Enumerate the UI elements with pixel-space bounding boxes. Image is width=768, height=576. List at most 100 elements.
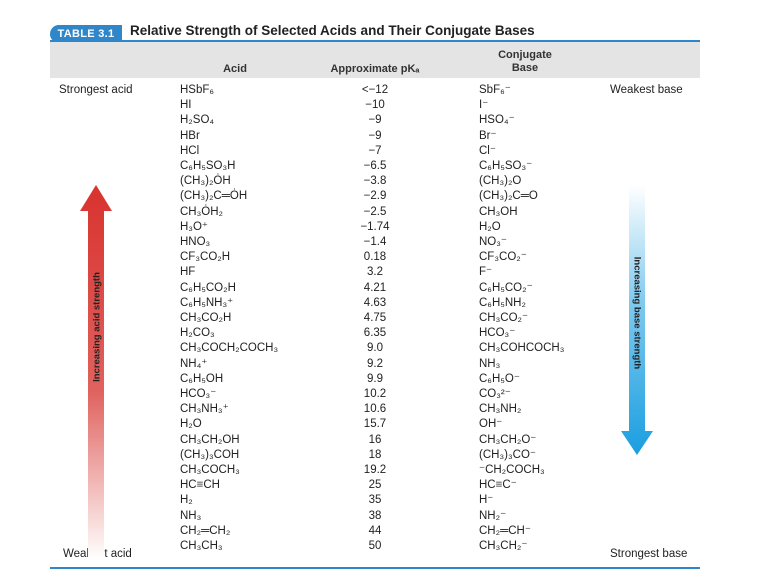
row-6-acid: (CH₃)₂ȮH	[180, 175, 231, 188]
row-11-acid: CF₃CO₂H	[180, 251, 231, 264]
row-23-base: CH₃CH₂O⁻	[479, 433, 537, 446]
row-10-pka: −1.4	[363, 236, 387, 248]
table-header: Acid Approximate pKₐ Conjugate Base	[50, 42, 700, 78]
row-20-base: CO₃²⁻	[479, 388, 511, 400]
row-1-acid: HI	[180, 99, 192, 112]
row-21-acid: CH₃NH₃⁺	[180, 403, 229, 416]
row-2-base: HSO₄⁻	[479, 114, 515, 127]
row-22-base: OH⁻	[479, 418, 503, 431]
top-rule	[50, 40, 700, 42]
row-19-pka: 9.9	[367, 372, 383, 385]
row-23-acid: CH₃CH₂OH	[180, 433, 240, 446]
row-16-pka: 6.35	[363, 327, 387, 340]
row-11-base: CF₃CO₂⁻	[479, 251, 527, 264]
row-6-base: (CH₃)₂O	[479, 175, 522, 188]
row-26-base: HC≡C⁻	[479, 479, 517, 492]
row-26-pka: 25	[368, 479, 382, 492]
row-13-pka: 4.21	[363, 281, 387, 294]
row-5-base: C₆H₅SO₃⁻	[479, 160, 533, 172]
row-29-base: CH₂═CH⁻	[479, 524, 531, 537]
row-18-pka: 9.2	[367, 357, 383, 370]
row-15-acid: CH₃CO₂H	[180, 312, 232, 324]
row-23-pka: 16	[368, 433, 382, 446]
row-12-acid: HF	[180, 266, 196, 279]
row-12-pka: 3.2	[367, 266, 383, 279]
row-12-base: F⁻	[479, 266, 493, 279]
row-9-acid: H₃O⁺	[180, 220, 209, 233]
row-9-base: H₂O	[479, 220, 501, 233]
label-strongest-acid: Strongest acid	[59, 84, 133, 96]
row-24-pka: 18	[368, 448, 382, 461]
row-25-pka: 19.2	[363, 464, 387, 476]
row-5-acid: C₆H₅SO₃H	[180, 160, 236, 172]
row-0-acid: HSbF₆	[180, 84, 215, 96]
row-6-pka: −3.8	[363, 175, 387, 188]
row-4-acid: HCl	[180, 144, 200, 157]
row-18-base: NH₃	[479, 357, 501, 370]
label-weakest-base: Weakest base	[610, 84, 683, 96]
row-22-acid: H₂O	[180, 418, 202, 431]
row-14-pka: 4.63	[363, 296, 387, 309]
row-0-pka: <−12	[361, 84, 389, 96]
header-conjugate-base: Conjugate Base	[490, 49, 560, 75]
row-10-base: NO₃⁻	[479, 236, 508, 248]
row-29-acid: CH₂═CH₂	[180, 524, 231, 537]
header-base-line2: Base	[511, 62, 539, 74]
row-14-base: C₆H₅NH₂	[479, 296, 526, 309]
row-19-acid: C₆H₅OH	[180, 372, 224, 385]
label-strongest-base: Strongest base	[610, 548, 688, 560]
row-0-base: SbF₆⁻	[479, 84, 511, 96]
row-21-pka: 10.6	[363, 403, 387, 416]
row-8-pka: −2.5	[363, 205, 387, 218]
row-24-acid: (CH₃)₃COH	[180, 448, 240, 461]
row-11-pka: 0.18	[363, 251, 387, 264]
row-17-acid: CH₃COCH₂COCH₃	[180, 342, 279, 355]
row-29-pka: 44	[368, 524, 382, 537]
row-1-base: I⁻	[479, 99, 489, 112]
row-27-acid: H₂	[180, 494, 193, 507]
row-13-acid: C₆H₅CO₂H	[180, 281, 236, 294]
row-15-pka: 4.75	[363, 312, 387, 324]
row-24-base: (CH₃)₃CO⁻	[479, 448, 536, 461]
acid-arrow-label: Increasing acid strength	[91, 272, 103, 382]
row-27-base: H⁻	[479, 494, 494, 507]
header-pka: Approximate pKₐ	[330, 63, 420, 75]
row-25-base: ⁻CH₂COCH₃	[479, 464, 545, 476]
row-2-acid: H₂SO₄	[180, 114, 215, 127]
row-8-base: CH₃OH	[479, 205, 518, 218]
row-30-acid: CH₃CH₃	[180, 540, 223, 552]
row-10-acid: HNO₃	[180, 236, 211, 248]
row-21-base: CH₃NH₂	[479, 403, 522, 416]
row-25-acid: CH₃COCH₃	[180, 464, 240, 476]
bottom-rule	[50, 567, 700, 569]
row-4-pka: −7	[368, 144, 382, 157]
table-title: Relative Strength of Selected Acids and …	[130, 23, 535, 38]
row-27-pka: 35	[368, 494, 382, 507]
row-16-base: HCO₃⁻	[479, 327, 516, 340]
row-2-pka: −9	[368, 114, 382, 127]
row-28-pka: 38	[368, 509, 382, 522]
row-20-pka: 10.2	[363, 388, 387, 400]
row-3-base: Br⁻	[479, 129, 497, 142]
base-arrow-label: Increasing base strength	[631, 256, 643, 370]
row-8-acid: CH₃ȮH₂	[180, 205, 224, 218]
base-strength-arrow	[621, 185, 653, 455]
row-16-acid: H₂CO₃	[180, 327, 215, 340]
row-20-acid: HCO₃⁻	[180, 388, 217, 400]
row-13-base: C₆H₅CO₂⁻	[479, 281, 533, 294]
row-3-acid: HBr	[180, 129, 200, 142]
header-base-line1: Conjugate	[498, 49, 552, 61]
row-19-base: C₆H₅O⁻	[479, 372, 520, 385]
row-15-base: CH₃CO₂⁻	[479, 312, 529, 324]
row-9-pka: −1.74	[360, 220, 390, 233]
row-1-pka: −10	[365, 99, 385, 112]
table-number-badge: TABLE 3.1	[50, 25, 122, 43]
row-28-base: NH₂⁻	[479, 509, 507, 522]
row-7-pka: −2.9	[363, 190, 387, 203]
row-3-pka: −9	[368, 129, 382, 142]
row-17-base: CH₃COHCOCH₃	[479, 342, 565, 355]
row-7-acid: (CH₃)₂C═ȮH	[180, 190, 248, 203]
row-7-base: (CH₃)₂C═O	[479, 190, 538, 203]
row-17-pka: 9.0	[367, 342, 383, 355]
row-22-pka: 15.7	[363, 418, 387, 431]
